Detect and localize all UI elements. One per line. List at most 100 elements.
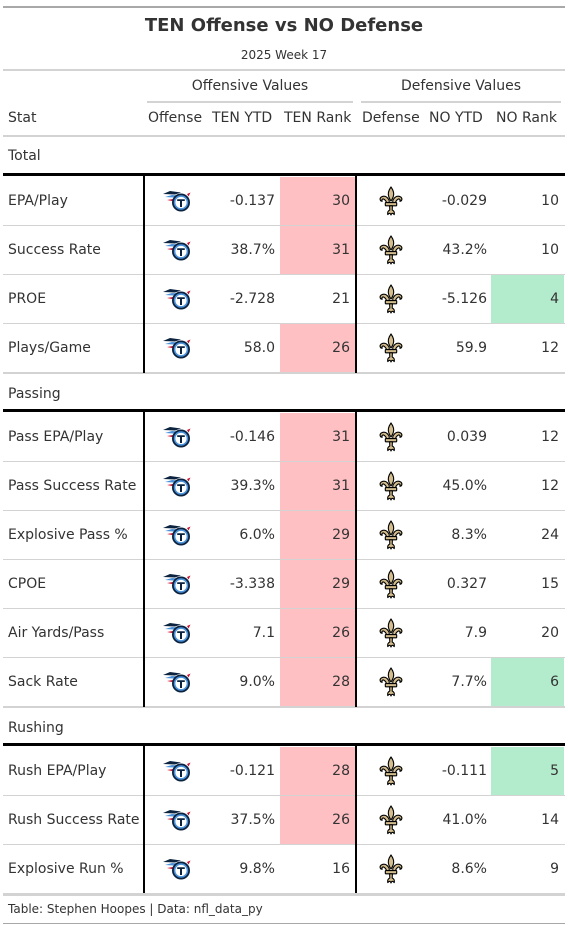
no-ytd-value: 0.327 <box>446 576 487 592</box>
no-ytd-value: 7.9 <box>464 625 487 641</box>
column-header-stat: Stat <box>8 110 37 126</box>
table-source-note: Table: Stephen Hoopes | Data: nfl_data_p… <box>8 902 263 916</box>
offense-logo-cell <box>143 275 210 323</box>
row-divider <box>3 225 565 226</box>
row-divider <box>3 323 565 324</box>
column-header-ten-ytd: TEN YTD <box>212 110 273 126</box>
row-divider <box>3 510 565 511</box>
ten-ytd-value: 58.0 <box>243 340 275 356</box>
stat-name: Rush EPA/Play <box>8 763 107 779</box>
group-label: Passing <box>8 386 61 402</box>
offense-logo-cell <box>143 324 210 372</box>
titans-logo-icon <box>162 189 192 213</box>
table-subtitle: 2025 Week 17 <box>240 48 328 62</box>
no-rank-value: 12 <box>541 478 559 494</box>
column-header-no-rank: NO Rank <box>496 110 557 126</box>
ten-rank-value: 16 <box>332 861 350 877</box>
defense-logo-cell <box>357 413 424 461</box>
saints-fleur-de-lis-icon <box>379 235 403 265</box>
saints-fleur-de-lis-icon <box>379 186 403 216</box>
ten-rank-value: 21 <box>332 291 350 307</box>
ten-rank-value: 30 <box>280 177 355 225</box>
table-row: Sack Rate 9.0% 28 7.7% 6 <box>0 658 568 708</box>
footer-bottom-border <box>3 923 565 924</box>
row-divider <box>3 657 565 658</box>
no-ytd-value: 8.3% <box>451 527 487 543</box>
table-row: Success Rate 38.7% 31 43.2% 10 <box>0 226 568 275</box>
titans-logo-icon <box>162 670 192 694</box>
offense-logo-cell <box>143 845 210 893</box>
stat-name: PROE <box>8 291 47 307</box>
titans-logo-icon <box>162 474 192 498</box>
titans-logo-icon <box>162 808 192 832</box>
no-ytd-value: 8.6% <box>451 861 487 877</box>
table-row: Pass Success Rate 39.3% 31 45.0% 12 <box>0 462 568 511</box>
table-row: CPOE -3.338 29 0.327 15 <box>0 560 568 609</box>
offense-logo-cell <box>143 658 210 706</box>
no-rank-value: 14 <box>541 812 559 828</box>
no-ytd-value: 45.0% <box>442 478 487 494</box>
no-ytd-value: 7.7% <box>451 674 487 690</box>
ten-rank-value: 31 <box>280 226 355 274</box>
table-bottom-border <box>3 894 565 896</box>
column-header-no-ytd: NO YTD <box>429 110 483 126</box>
saints-fleur-de-lis-icon <box>379 805 403 835</box>
table-row: Rush Success Rate 37.5% 26 41.0% 14 <box>0 796 568 845</box>
no-rank-value: 12 <box>541 429 559 445</box>
stat-name: CPOE <box>8 576 47 592</box>
no-ytd-value: 0.039 <box>446 429 487 445</box>
defense-logo-cell <box>357 177 424 225</box>
titans-logo-icon <box>162 238 192 262</box>
titans-logo-icon <box>162 523 192 547</box>
stat-name: Explosive Run % <box>8 861 124 877</box>
defense-column-border <box>355 175 357 373</box>
ten-ytd-value: 9.8% <box>239 861 275 877</box>
defense-logo-cell <box>357 275 424 323</box>
defense-logo-cell <box>357 511 424 559</box>
row-divider <box>3 274 565 275</box>
saints-fleur-de-lis-icon <box>379 854 403 884</box>
defense-logo-cell <box>357 658 424 706</box>
row-divider <box>3 608 565 609</box>
group-divider <box>3 409 565 412</box>
defense-logo-cell <box>357 560 424 608</box>
row-divider <box>3 461 565 462</box>
ten-ytd-value: -0.146 <box>229 429 275 445</box>
titans-logo-icon <box>162 336 192 360</box>
table-row: Explosive Pass % 6.0% 29 8.3% 24 <box>0 511 568 560</box>
column-header-offense: Offense <box>148 110 203 126</box>
ten-rank-value: 29 <box>280 560 355 608</box>
ten-ytd-value: 37.5% <box>230 812 275 828</box>
ten-rank-value: 29 <box>280 511 355 559</box>
no-rank-value: 10 <box>541 242 559 258</box>
offense-logo-cell <box>143 462 210 510</box>
offense-logo-cell <box>143 177 210 225</box>
stat-name: Rush Success Rate <box>8 812 140 828</box>
no-rank-value: 9 <box>550 861 559 877</box>
saints-fleur-de-lis-icon <box>379 520 403 550</box>
titans-logo-icon <box>162 759 192 783</box>
defense-logo-cell <box>357 324 424 372</box>
no-rank-value: 5 <box>491 747 564 795</box>
saints-fleur-de-lis-icon <box>379 471 403 501</box>
titans-logo-icon <box>162 857 192 881</box>
ten-rank-value: 26 <box>280 324 355 372</box>
table-row: Air Yards/Pass 7.1 26 7.9 20 <box>0 609 568 658</box>
offense-logo-cell <box>143 560 210 608</box>
defense-column-border <box>355 745 357 893</box>
ten-ytd-value: 39.3% <box>230 478 275 494</box>
column-header-divider <box>3 135 565 137</box>
saints-fleur-de-lis-icon <box>379 569 403 599</box>
table-row: Plays/Game 58.0 26 59.9 12 <box>0 324 568 374</box>
ten-rank-value: 28 <box>280 747 355 795</box>
offense-logo-cell <box>143 413 210 461</box>
ten-ytd-value: 9.0% <box>239 674 275 690</box>
no-rank-value: 20 <box>541 625 559 641</box>
table-title: TEN Offense vs NO Defense <box>144 15 424 36</box>
row-divider <box>3 844 565 845</box>
ten-rank-value: 26 <box>280 796 355 844</box>
column-header-ten-rank: TEN Rank <box>284 110 352 126</box>
defensive-spanner-underline <box>361 101 561 103</box>
no-ytd-value: 59.9 <box>455 340 487 356</box>
